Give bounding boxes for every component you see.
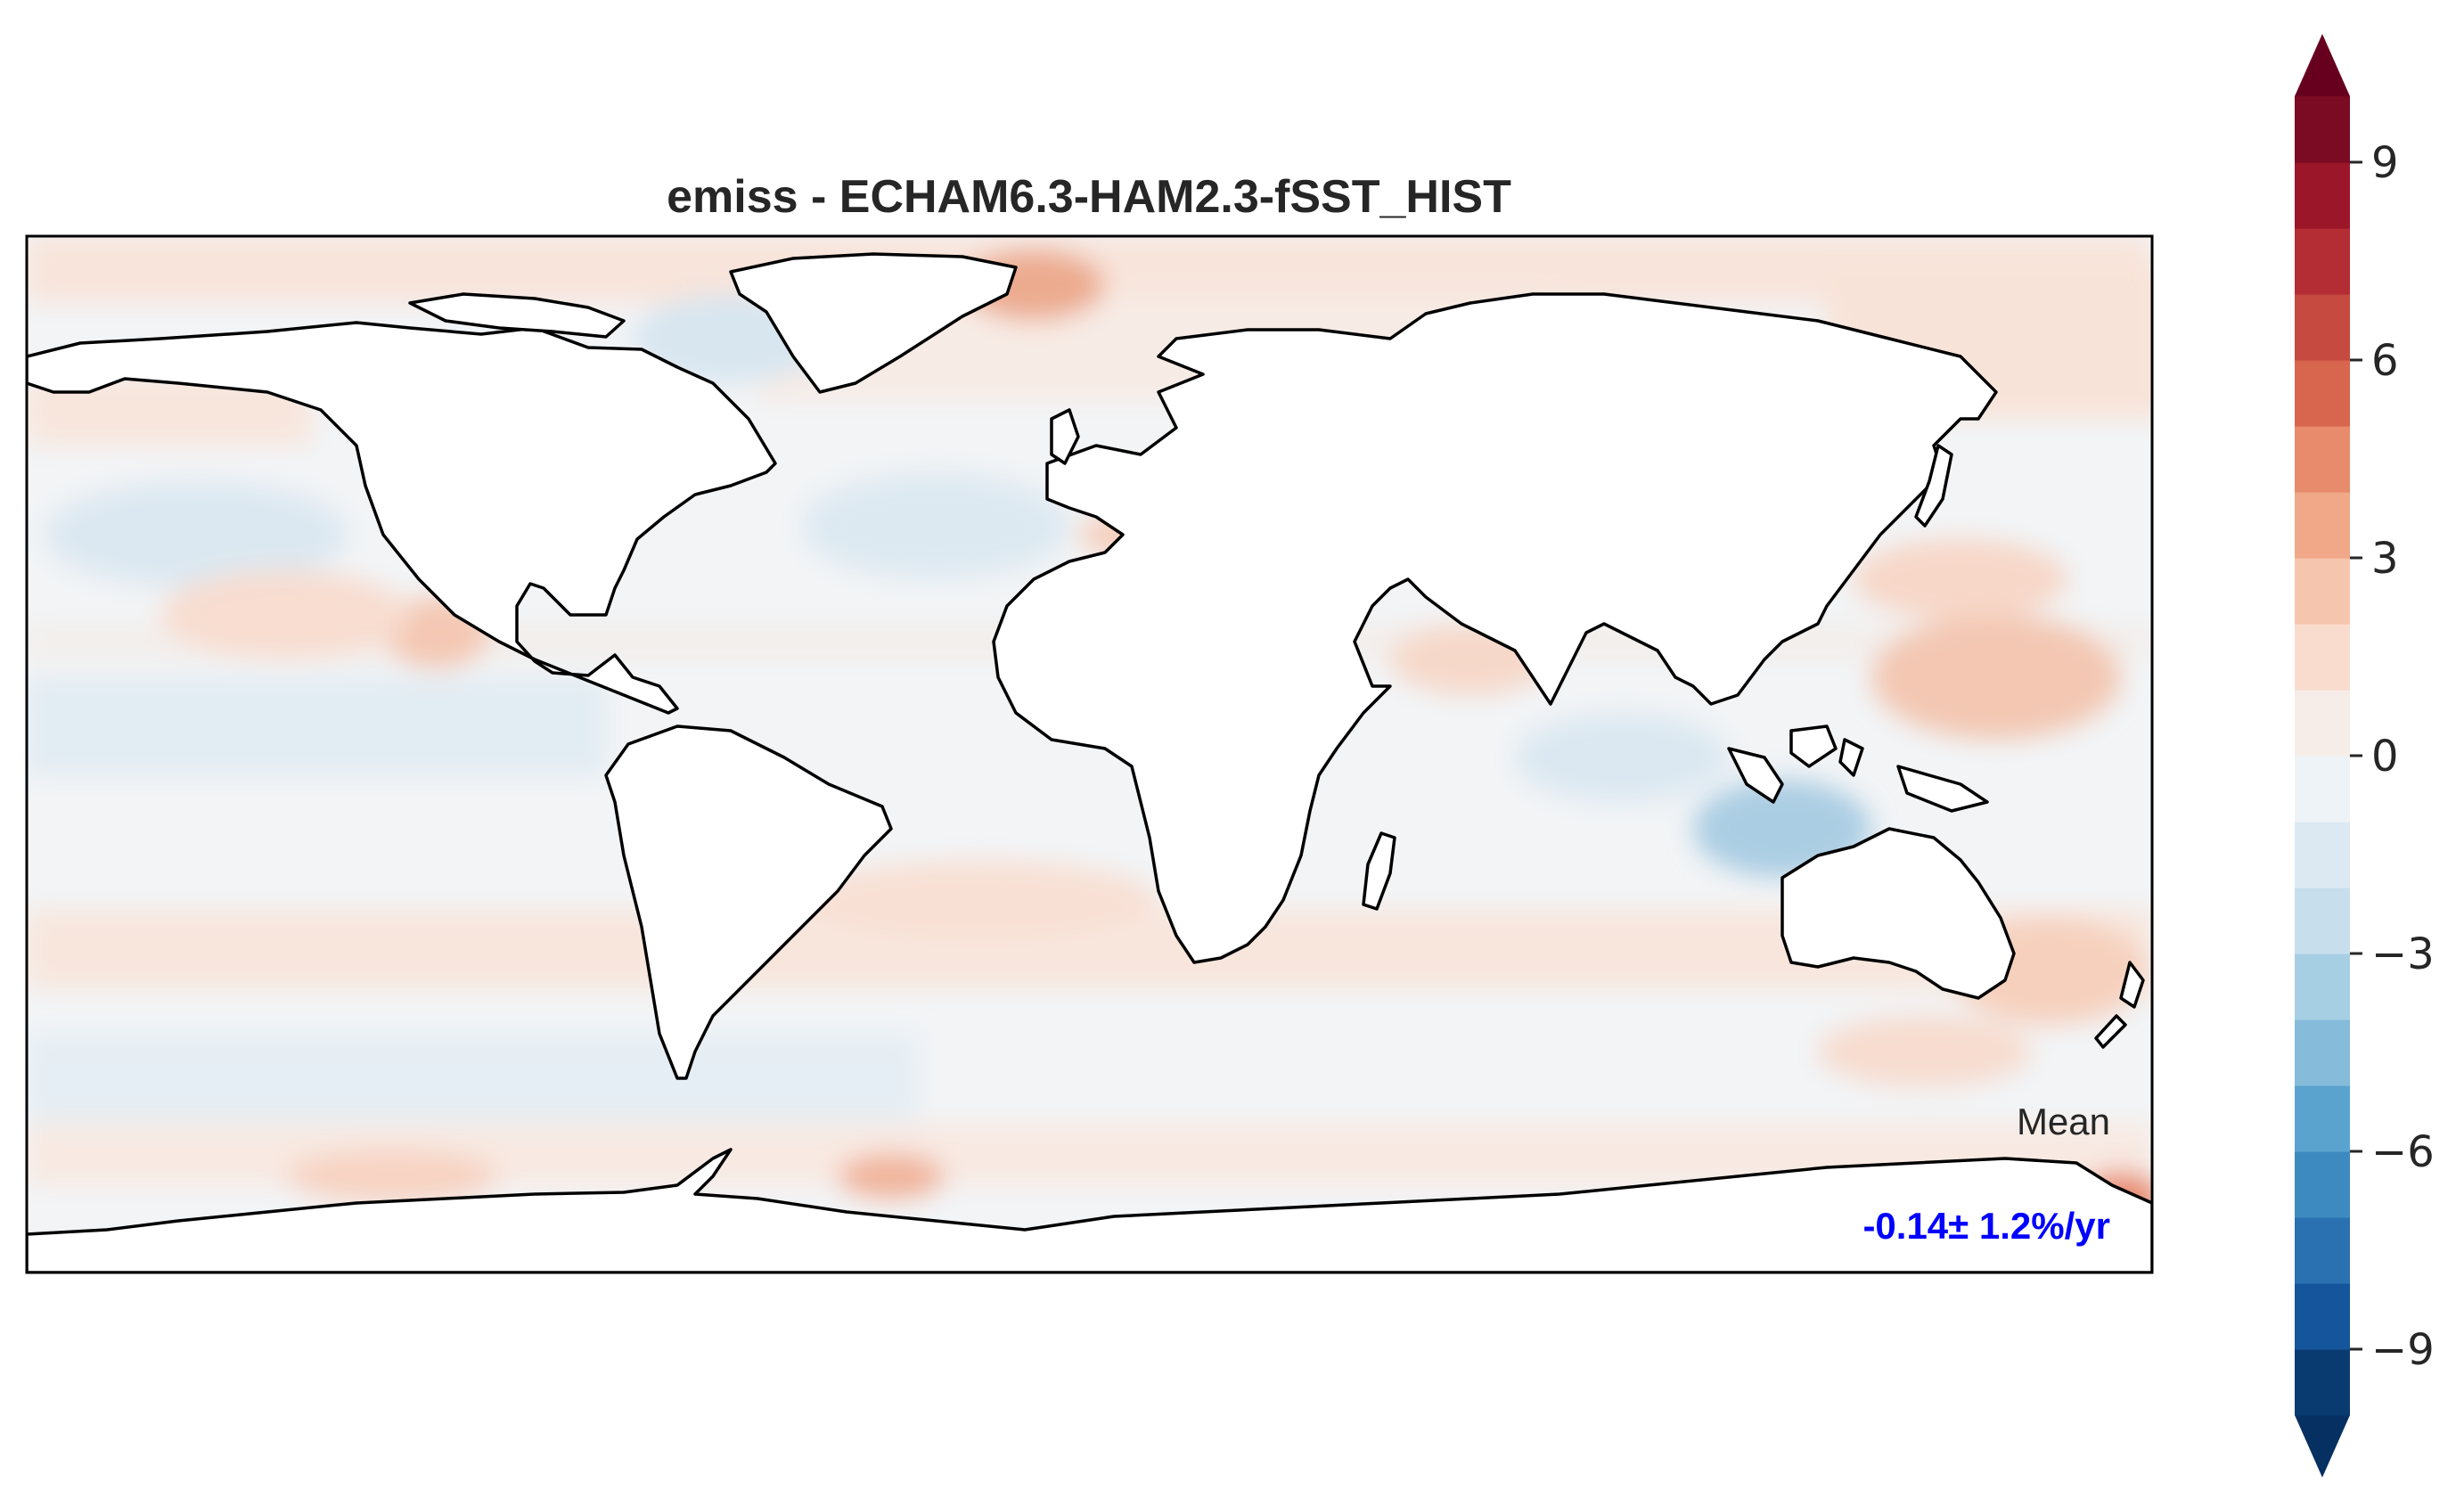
colorbar-segment bbox=[2295, 1349, 2350, 1416]
field-patch-atlantic-neg bbox=[802, 472, 1069, 579]
map-title: emiss - ECHAM6.3-HAM2.3-fSST_HIST bbox=[667, 171, 1511, 223]
land-africa-eurasia bbox=[992, 292, 1998, 964]
land-new-zealand bbox=[2094, 961, 2145, 1049]
colorbar-tick-label: −3 bbox=[2371, 929, 2435, 979]
field-patch-south-atlantic-pos bbox=[802, 860, 1158, 940]
colorbar-tick-label: 9 bbox=[2371, 138, 2399, 188]
field-patch-north-pacific-neg bbox=[45, 481, 348, 588]
field-patch-weddell-pos bbox=[838, 1154, 945, 1199]
mean-value: -0.14± 1.2%/yr bbox=[1862, 1205, 2110, 1247]
colorbar-segment bbox=[2295, 558, 2350, 625]
colorbar-segment bbox=[2295, 1019, 2350, 1086]
land-antarctica bbox=[27, 1148, 2152, 1273]
land-indonesia bbox=[1727, 724, 1989, 813]
colorbar-segment bbox=[2295, 294, 2350, 361]
colorbar-tick-label: −9 bbox=[2371, 1325, 2435, 1375]
land-south-america bbox=[604, 724, 893, 1080]
land-greenland bbox=[729, 252, 1018, 394]
field-patch-south-indian-pos bbox=[1818, 1016, 2032, 1087]
map-frame bbox=[25, 234, 2154, 1274]
colorbar-extend-over bbox=[2295, 34, 2350, 96]
land-north-america bbox=[27, 321, 777, 715]
field-patch-amundsen-pos bbox=[285, 1150, 499, 1203]
map-panel: Mean -0.14± 1.2%/yr bbox=[25, 234, 2154, 1274]
colorbar-segment bbox=[2295, 96, 2350, 163]
land-masses bbox=[27, 252, 2152, 1273]
colorbar-segment bbox=[2295, 822, 2350, 888]
field-band-south-pacific-neg bbox=[27, 1034, 918, 1132]
land-uk bbox=[1050, 408, 1080, 465]
colorbar-segment bbox=[2295, 426, 2350, 493]
colorbar-segment bbox=[2295, 690, 2350, 757]
trend-field bbox=[27, 236, 2152, 1225]
colorbar-segment bbox=[2295, 1283, 2350, 1350]
land-japan bbox=[1914, 444, 1953, 528]
colorbar-segment bbox=[2295, 162, 2350, 229]
land-madagascar bbox=[1362, 831, 1396, 911]
field-patch-indian-neg bbox=[1515, 713, 1729, 802]
colorbar-segment bbox=[2295, 492, 2350, 559]
colorbar-segment bbox=[2295, 1217, 2350, 1284]
colorbar-tick-label: 6 bbox=[2371, 336, 2399, 386]
colorbar-segment bbox=[2295, 360, 2350, 427]
colorbar-segment bbox=[2295, 1151, 2350, 1218]
colorbar-tick-label: 0 bbox=[2371, 732, 2399, 782]
mean-label: Mean bbox=[2017, 1101, 2110, 1142]
colorbar-segment bbox=[2295, 954, 2350, 1020]
land-arctic-islands bbox=[408, 292, 626, 339]
field-patch-pacific-pos bbox=[160, 570, 410, 659]
colorbar-tick-label: 3 bbox=[2371, 534, 2399, 584]
colorbar-segment bbox=[2295, 624, 2350, 691]
field-patch-west-pacific-pos bbox=[1871, 615, 2121, 740]
field-band-tropical-east-pacific bbox=[27, 677, 606, 775]
colorbar-segment bbox=[2295, 228, 2350, 295]
colorbar-segment bbox=[2295, 1085, 2350, 1152]
land-australia bbox=[1780, 827, 2016, 1000]
colorbar-tick-label: −6 bbox=[2371, 1127, 2435, 1177]
colorbar: −9 −6 −3 0 3 6 9 bbox=[2295, 34, 2435, 1477]
colorbar-segment bbox=[2295, 888, 2350, 954]
colorbar-extend-under bbox=[2295, 1415, 2350, 1477]
field-patch-central-pacific-pos bbox=[1854, 539, 2067, 619]
colorbar-segment bbox=[2295, 756, 2350, 823]
